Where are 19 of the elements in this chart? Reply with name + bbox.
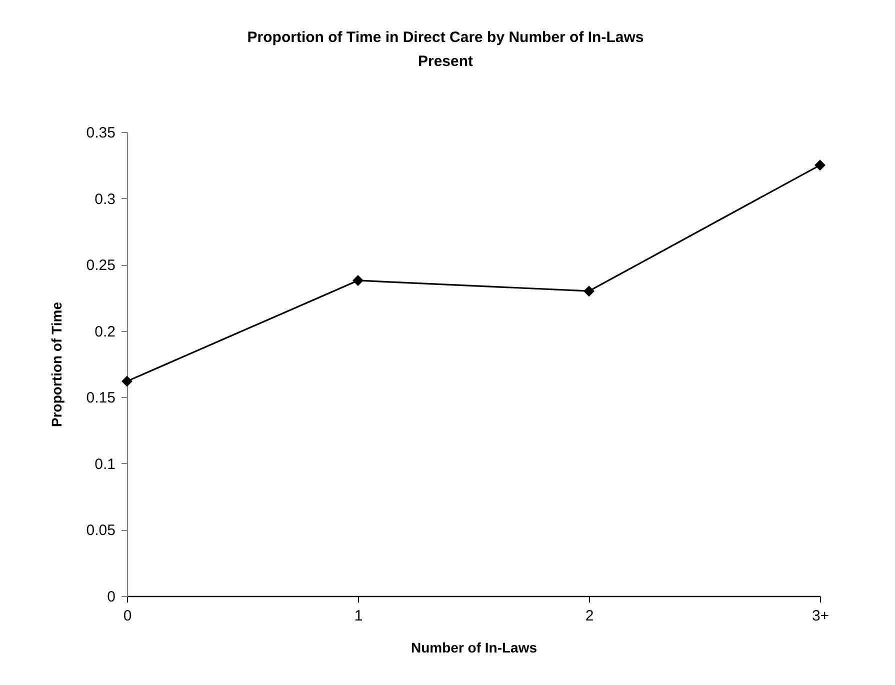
y-axis-title: Proportion of Time	[48, 302, 64, 427]
y-tick-label: 0	[107, 588, 116, 606]
y-tick-label: 0.15	[86, 390, 116, 407]
x-tick-label: 2	[585, 608, 594, 624]
y-tick-label: 0.25	[86, 257, 116, 274]
point	[584, 286, 594, 297]
y-tick-label: 0.3	[94, 190, 116, 208]
chart-title: Proportion of Time in Direct Care by Number of In-Laws Present	[247, 29, 644, 70]
point	[352, 275, 364, 286]
point	[814, 160, 826, 171]
y-tick-label: 0.05	[86, 522, 116, 540]
point	[122, 376, 132, 387]
y-tick-label: 0.35	[86, 124, 116, 142]
x-axis-title: Number of In-Laws	[410, 640, 538, 656]
x-tick-label: 3+	[812, 608, 830, 624]
x-tick-label: 0	[123, 608, 132, 624]
y-tick-label: 0.2	[94, 323, 116, 340]
y-tick-label: 0.1	[94, 456, 116, 473]
x-tick-label: 1	[354, 608, 363, 624]
